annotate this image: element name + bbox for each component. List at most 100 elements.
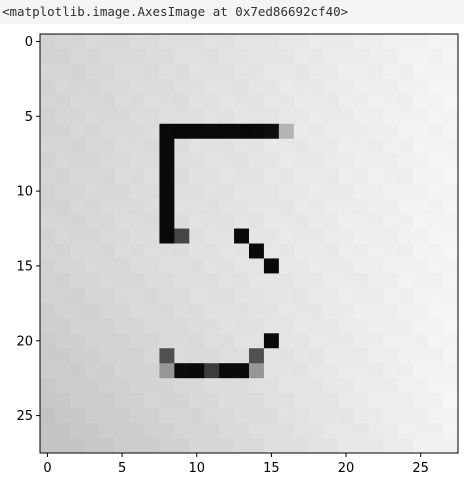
image-pixel: [383, 393, 399, 409]
image-pixel: [308, 288, 325, 304]
image-pixel: [99, 213, 116, 229]
image-pixel: [84, 213, 101, 229]
image-pixel: [398, 93, 414, 110]
image-pixel: [383, 198, 399, 214]
image-pixel: [398, 108, 414, 125]
image-pixel: [234, 108, 250, 125]
image-pixel: [323, 363, 339, 379]
image-pixel: [204, 153, 220, 170]
image-pixel: [40, 333, 56, 349]
image-pixel: [398, 348, 414, 364]
image-pixel: [413, 93, 429, 110]
image-pixel: [54, 108, 71, 125]
image-pixel: [219, 258, 235, 274]
image-pixel: [144, 168, 160, 185]
image-pixel: [219, 48, 235, 65]
image-pixel: [383, 408, 399, 424]
image-pixel: [204, 408, 220, 424]
image-pixel: [263, 93, 280, 110]
image-pixel: [398, 408, 414, 424]
image-pixel: [308, 423, 325, 439]
image-pixel: [278, 438, 295, 454]
image-pixel: [353, 93, 369, 110]
image-pixel: [40, 123, 56, 140]
image-pixel: [249, 213, 265, 229]
image-pixel: [428, 228, 444, 244]
image-pixel: [338, 438, 354, 454]
image-pixel: [219, 393, 235, 409]
image-pixel: [443, 438, 459, 454]
image-pixel: [293, 423, 310, 439]
image-pixel: [129, 243, 145, 259]
image-pixel: [249, 243, 265, 259]
image-pixel: [353, 108, 369, 125]
image-pixel: [278, 348, 295, 364]
image-pixel: [234, 423, 250, 439]
image-pixel: [189, 378, 205, 394]
image-pixel: [234, 243, 250, 259]
image-pixel: [159, 288, 175, 304]
image-pixel: [263, 393, 280, 409]
image-pixel: [204, 108, 220, 125]
image-pixel: [219, 183, 235, 199]
image-pixel: [278, 258, 295, 274]
image-pixel: [189, 34, 205, 50]
image-pixel: [159, 34, 175, 50]
image-pixel: [174, 288, 190, 304]
image-pixel: [278, 78, 295, 95]
image-pixel: [204, 288, 220, 304]
image-pixel: [249, 78, 265, 95]
image-pixel: [40, 198, 56, 214]
image-pixel: [308, 258, 325, 274]
image-pixel: [249, 153, 265, 170]
image-pixel: [308, 243, 325, 259]
image-pixel: [144, 153, 160, 170]
image-pixel: [204, 423, 220, 439]
image-pixel: [249, 198, 265, 214]
image-pixel: [54, 228, 71, 244]
image-pixel: [234, 123, 250, 140]
image-pixel: [159, 228, 175, 244]
image-pixel: [84, 34, 101, 50]
image-pixel: [293, 183, 310, 199]
image-pixel: [69, 303, 86, 319]
image-pixel: [189, 423, 205, 439]
image-pixel: [308, 108, 325, 125]
image-pixel: [189, 408, 205, 424]
image-pixel: [84, 108, 101, 125]
image-pixel: [174, 303, 190, 319]
image-pixel: [278, 303, 295, 319]
image-pixel: [129, 303, 145, 319]
image-pixel: [219, 123, 235, 140]
y-tick-label: 20: [16, 334, 33, 349]
image-pixel: [40, 378, 56, 394]
image-pixel: [383, 273, 399, 289]
image-pixel: [263, 48, 280, 65]
image-pixel: [159, 213, 175, 229]
image-pixel: [383, 34, 399, 50]
image-pixel: [323, 168, 339, 185]
image-pixel: [219, 378, 235, 394]
image-pixel: [189, 108, 205, 125]
image-pixel: [338, 34, 354, 50]
image-pixel: [413, 78, 429, 95]
image-pixel: [428, 333, 444, 349]
image-pixel: [353, 378, 369, 394]
x-tick-label: 20: [338, 461, 355, 476]
image-pixel: [353, 34, 369, 50]
image-pixel: [308, 393, 325, 409]
image-pixel: [293, 138, 310, 155]
image-pixel: [308, 153, 325, 170]
image-pixel: [338, 393, 354, 409]
image-pixel: [353, 213, 369, 229]
image-pixel: [69, 228, 86, 244]
image-pixel: [159, 108, 175, 125]
image-pixel: [308, 63, 325, 80]
image-pixel: [443, 123, 459, 140]
image-pixel: [234, 333, 250, 349]
image-pixel: [323, 288, 339, 304]
image-pixel: [353, 273, 369, 289]
image-pixel: [219, 408, 235, 424]
image-pixel: [84, 198, 101, 214]
image-pixel: [368, 273, 384, 289]
